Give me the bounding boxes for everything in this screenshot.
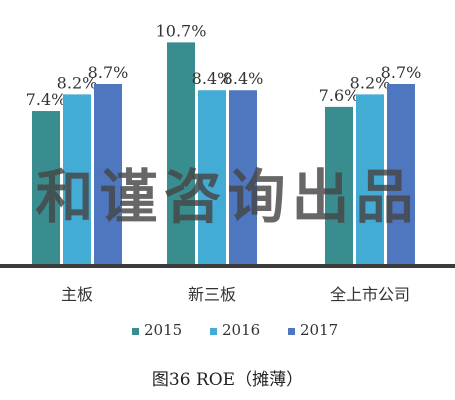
data-label: 8.7% [88, 63, 129, 82]
bar-2016-2 [356, 94, 384, 265]
bar-2015-1 [167, 42, 195, 266]
data-label: 7.4% [26, 90, 67, 109]
x-axis-line [0, 264, 455, 268]
category-label: 全上市公司 [330, 285, 410, 304]
bar-2015-2 [325, 106, 353, 265]
bar-2016-1 [198, 90, 226, 266]
legend-swatch [288, 328, 295, 335]
data-label: 8.4% [192, 69, 233, 88]
bar-2016-0 [63, 94, 91, 265]
bar-2017-2 [387, 83, 415, 266]
legend-label: 2015 [144, 321, 182, 339]
bar-2017-1 [229, 90, 257, 266]
data-label: 8.2% [350, 73, 391, 92]
data-label: 8.7% [381, 63, 422, 82]
data-label: 8.2% [57, 73, 98, 92]
data-label: 8.4% [223, 69, 264, 88]
category-label: 主板 [61, 285, 93, 304]
bar-2015-0 [32, 111, 60, 265]
data-label: 10.7% [156, 21, 207, 40]
legend-swatch [210, 328, 217, 335]
category-label: 新三板 [188, 285, 236, 304]
legend-swatch [132, 328, 139, 335]
data-label: 7.6% [319, 86, 360, 105]
bar-2017-0 [94, 83, 122, 266]
legend-label: 2017 [300, 321, 338, 339]
legend-label: 2016 [222, 321, 260, 339]
figure-caption: 图36 ROE（摊薄） [151, 370, 304, 390]
